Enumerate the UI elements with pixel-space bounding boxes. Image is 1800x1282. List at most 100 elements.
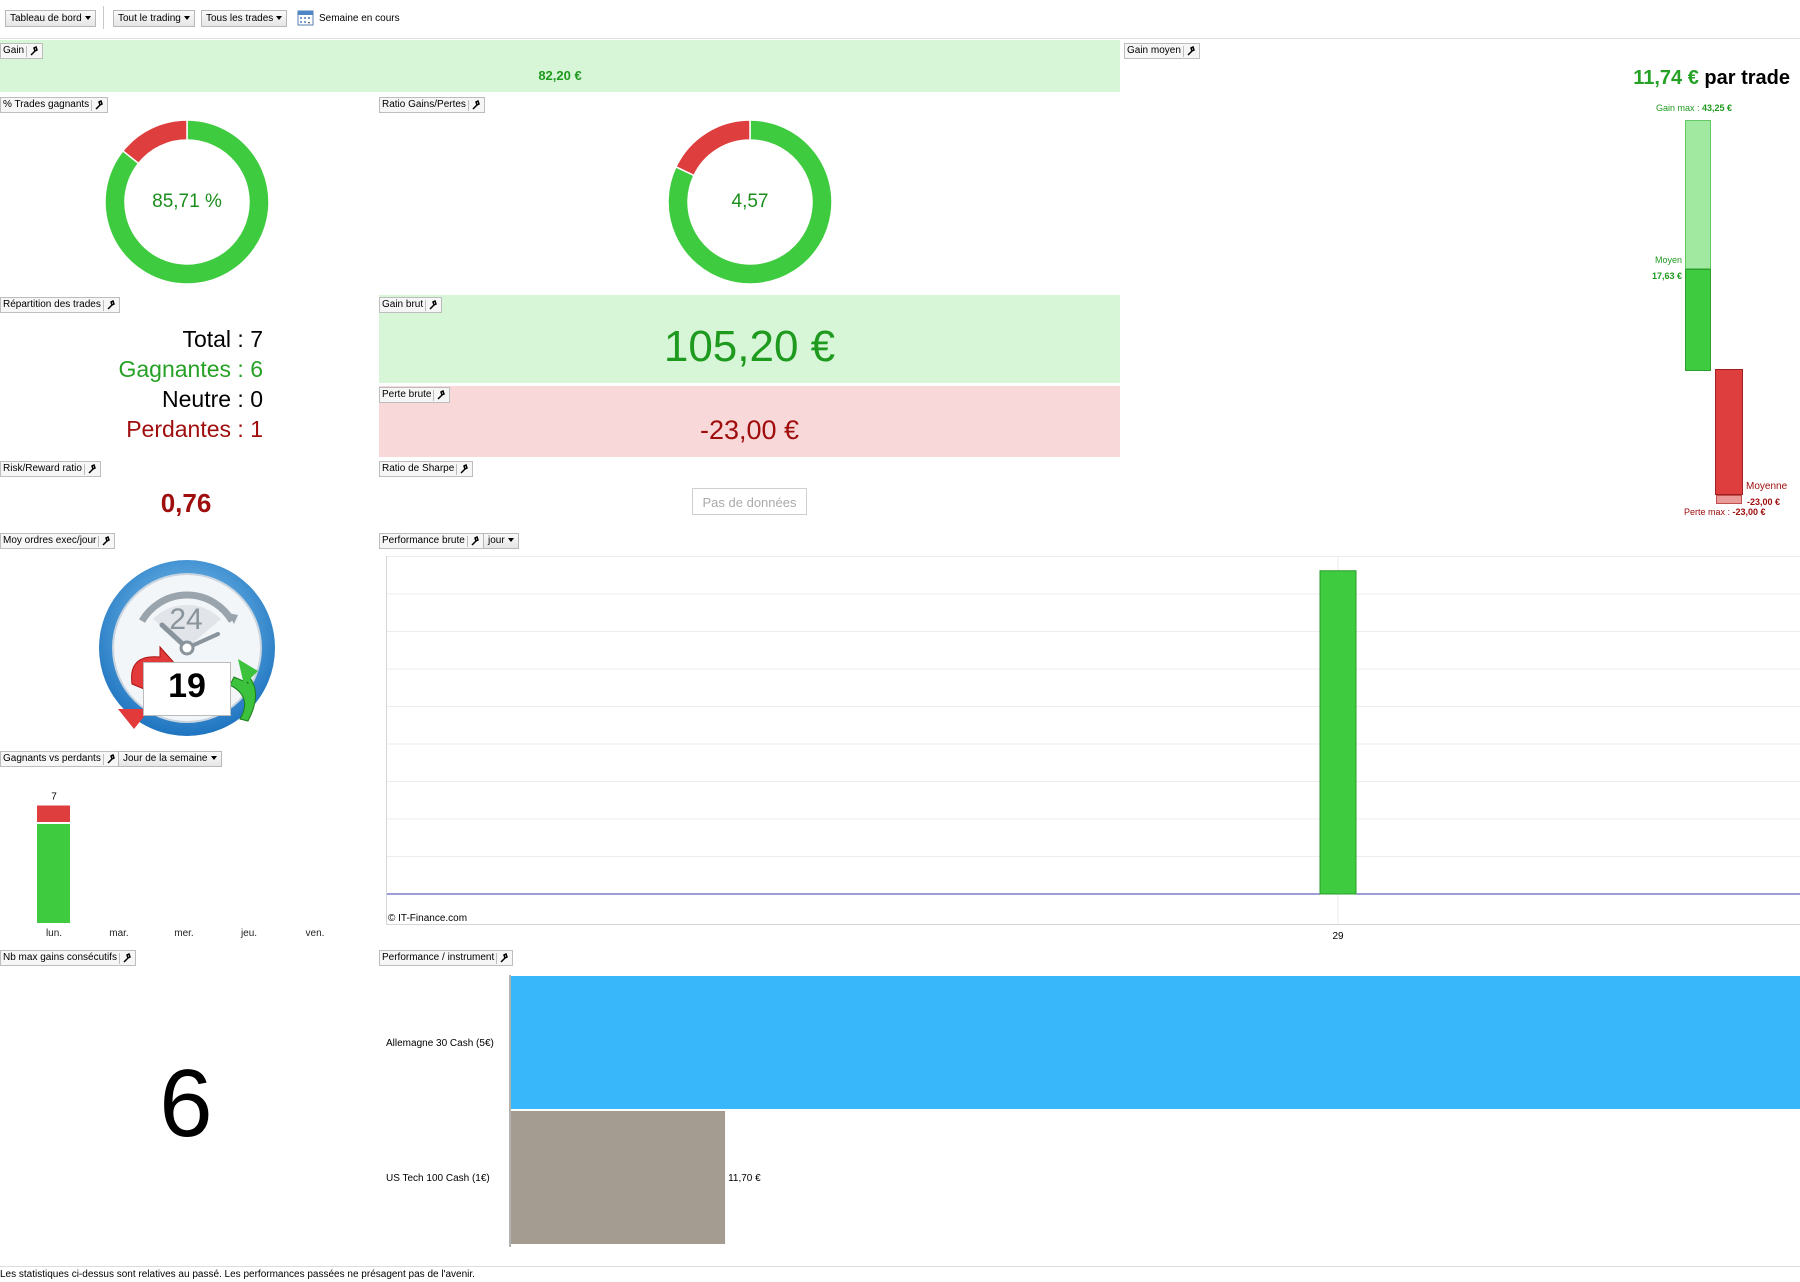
ratio-gains-header[interactable]: Ratio Gains/Pertes [379, 97, 485, 113]
gain-moyen-value: 11,74 € [1633, 67, 1699, 89]
pct-trades-value: 85,71 % [104, 191, 270, 213]
wrench-icon[interactable] [433, 390, 447, 401]
instrument-label: Allemagne 30 Cash (5€) [386, 1038, 494, 1049]
risk-reward-title: Risk/Reward ratio [3, 462, 82, 476]
instrument-bar [511, 1111, 725, 1244]
gain-moyen-value-line: 11,74 € par trade [1633, 67, 1790, 90]
risk-reward-header[interactable]: Risk/Reward ratio [0, 461, 101, 477]
repartition-gagnantes: Gagnantes : 6 [119, 356, 264, 383]
perte-moyenne-bar [1715, 369, 1743, 495]
losers-bar [37, 806, 70, 823]
day-label: lun. [46, 928, 62, 939]
wrench-icon[interactable] [119, 953, 133, 964]
wrench-icon[interactable] [103, 754, 117, 765]
day-label: jeu. [240, 928, 257, 939]
x-tick-label: 29 [1332, 931, 1344, 940]
moyen-value: 17,63 € [1636, 271, 1682, 281]
pct-trades-header[interactable]: % Trades gagnants [0, 97, 108, 113]
instrument-value-label: 11,70 € [728, 1173, 761, 1184]
moyen-label: Moyen [1646, 255, 1682, 265]
nb-max-gains-header[interactable]: Nb max gains consécutifs [0, 950, 136, 966]
perf-instrument-title: Performance / instrument [382, 951, 494, 965]
toolbar-divider [103, 6, 104, 29]
perf-brute-period-dropdown[interactable]: jour [483, 533, 519, 549]
wrench-icon[interactable] [26, 46, 40, 57]
nb-max-gains-title: Nb max gains consécutifs [3, 951, 117, 965]
gain-max-text: Gain max : 43,25 € [1656, 103, 1732, 113]
perte-max-text: Perte max : -23,00 € [1684, 507, 1766, 517]
day-label: mar. [109, 928, 128, 939]
perf-brute-copyright: © IT-Finance.com [388, 913, 467, 924]
wrench-icon[interactable] [496, 953, 510, 964]
wrench-icon[interactable] [456, 464, 470, 475]
moyenne-value: -23,00 € [1747, 497, 1780, 507]
instrument-bar [511, 976, 1800, 1109]
perte-max-value: -23,00 € [1733, 507, 1766, 517]
perte-brute-header[interactable]: Perte brute [379, 387, 450, 403]
wrench-icon[interactable] [468, 100, 482, 111]
chevron-down-icon [85, 16, 91, 20]
repartition-header[interactable]: Répartition des trades [0, 297, 120, 313]
trades-dropdown[interactable]: Tous les trades [201, 10, 287, 27]
disclaimer: Les statistiques ci-dessus sont relative… [0, 1266, 1800, 1282]
wrench-icon[interactable] [103, 300, 117, 311]
pct-trades-title: % Trades gagnants [3, 98, 89, 112]
perte-brute-value: -23,00 € [379, 415, 1120, 446]
perf-instrument-header[interactable]: Performance / instrument [379, 950, 513, 966]
gain-header[interactable]: Gain [0, 43, 43, 59]
moy-ordres-value: 19 [143, 667, 231, 706]
repartition-perdantes: Perdantes : 1 [126, 416, 263, 443]
gain-max-label: Gain max : [1656, 103, 1700, 113]
gain-max-value: 43,25 € [1702, 103, 1732, 113]
gain-moyen-header[interactable]: Gain moyen [1124, 43, 1200, 59]
trading-dropdown[interactable]: Tout le trading [113, 10, 195, 27]
moy-ordres-title: Moy ordres exec/jour [3, 534, 96, 548]
perf-brute-title: Performance brute [382, 534, 465, 548]
ratio-gains-loss-slice [676, 120, 750, 175]
moy-ordres-header[interactable]: Moy ordres exec/jour [0, 533, 115, 549]
risk-reward-value: 0,76 [0, 488, 372, 519]
gain-title: Gain [3, 44, 24, 58]
sharpe-header[interactable]: Ratio de Sharpe [379, 461, 473, 477]
perf-brute-period-label: jour [488, 535, 505, 546]
instrument-label: US Tech 100 Cash (1€) [386, 1173, 490, 1184]
gain-moyen-suffix: par trade [1704, 67, 1790, 89]
gagnants-vs-perdants-header[interactable]: Gagnants vs perdants [0, 751, 120, 767]
wrench-icon[interactable] [467, 536, 481, 547]
perte-brute-title: Perte brute [382, 388, 431, 402]
wrench-icon[interactable] [425, 300, 439, 311]
calendar-icon [297, 9, 315, 27]
gain-brut-value: 105,20 € [379, 322, 1120, 372]
chevron-down-icon [508, 538, 514, 542]
wrench-icon[interactable] [84, 464, 98, 475]
wrench-icon[interactable] [91, 100, 105, 111]
sharpe-no-data: Pas de données [692, 488, 807, 515]
chart-frame [387, 557, 1800, 925]
perte-max-bar [1716, 495, 1742, 504]
perf-brute-header[interactable]: Performance brute [379, 533, 484, 549]
wrench-icon[interactable] [1183, 46, 1197, 57]
gain-max-bar [1685, 120, 1711, 269]
chevron-down-icon [184, 16, 190, 20]
clock-widget: 24 19 [98, 559, 276, 737]
gain-value: 82,20 € [0, 68, 1120, 83]
sharpe-title: Ratio de Sharpe [382, 462, 454, 476]
dashboard-dropdown-label: Tableau de bord [10, 13, 82, 24]
perf-instrument-chart: Allemagne 30 Cash (5€) US Tech 100 Cash (… [379, 970, 1800, 1250]
period-label: Semaine en cours [319, 13, 400, 24]
winners-bar [37, 824, 70, 923]
perte-max-label: Perte max : [1684, 507, 1730, 517]
moyenne-label: Moyenne [1746, 481, 1787, 492]
gain-brut-title: Gain brut [382, 298, 423, 312]
gain-brut-header[interactable]: Gain brut [379, 297, 442, 313]
wrench-icon[interactable] [98, 536, 112, 547]
period-selector[interactable]: Semaine en cours [297, 9, 400, 27]
ratio-gains-title: Ratio Gains/Pertes [382, 98, 466, 112]
trades-dropdown-label: Tous les trades [206, 13, 273, 24]
perf-bar [1320, 571, 1356, 894]
pct-trades-loss-slice [123, 120, 187, 163]
gagnants-vs-perdants-title: Gagnants vs perdants [3, 752, 101, 766]
day-of-week-dropdown[interactable]: Jour de la semaine [118, 751, 222, 767]
dashboard-dropdown[interactable]: Tableau de bord [5, 10, 96, 27]
